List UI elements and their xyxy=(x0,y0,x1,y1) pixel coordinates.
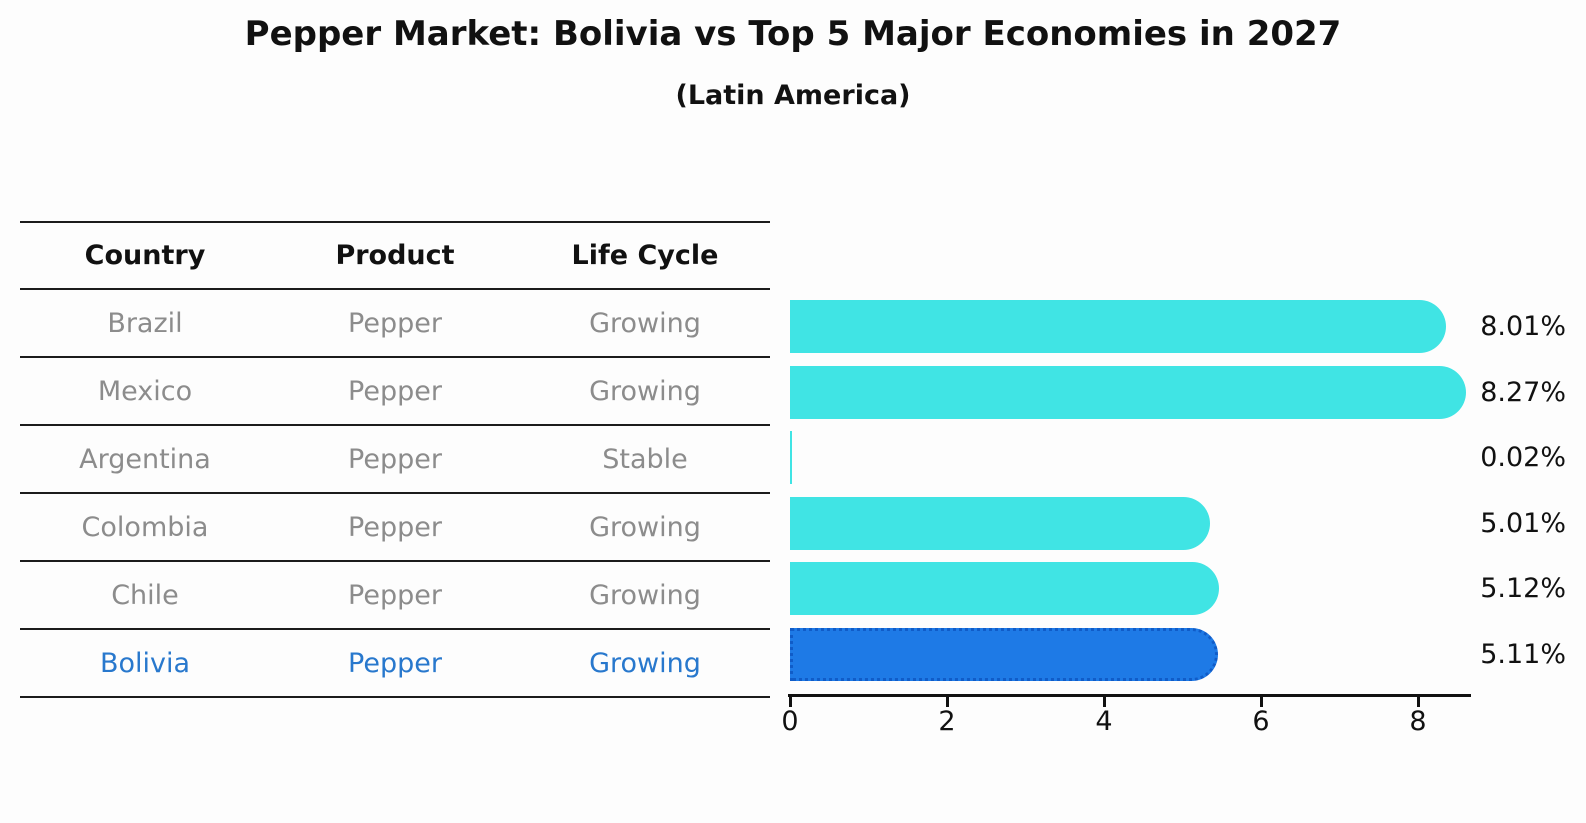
table-row-colombia: Colombia Pepper Growing xyxy=(20,493,770,562)
cell-country: Chile xyxy=(20,561,270,630)
bar-value-label-argentina: 0.02% xyxy=(1480,442,1566,473)
x-axis-line xyxy=(788,694,1471,697)
bar-colombia xyxy=(790,497,1210,550)
bar-value-label-chile: 5.12% xyxy=(1480,573,1566,604)
cell-country: Bolivia xyxy=(20,629,270,698)
cell-product: Pepper xyxy=(270,561,520,630)
cell-product: Pepper xyxy=(270,425,520,494)
table-row-chile: Chile Pepper Growing xyxy=(20,561,770,630)
bar-value-label-brazil: 8.01% xyxy=(1480,311,1566,342)
cell-product: Pepper xyxy=(270,357,520,426)
bar-value-label-colombia: 5.01% xyxy=(1480,508,1566,539)
column-header-product: Product xyxy=(270,221,520,290)
x-axis-tick-mark xyxy=(1103,697,1106,707)
x-axis-tick-mark xyxy=(1260,697,1263,707)
cell-country: Colombia xyxy=(20,493,270,562)
table-row-brazil: Brazil Pepper Growing xyxy=(20,289,770,358)
cell-country: Argentina xyxy=(20,425,270,494)
bar-mexico xyxy=(790,366,1466,419)
cell-life-cycle: Growing xyxy=(520,493,770,562)
x-axis-tick-label: 0 xyxy=(781,706,799,737)
cell-life-cycle: Growing xyxy=(520,357,770,426)
column-header-country: Country xyxy=(20,221,270,290)
chart-subtitle: (Latin America) xyxy=(675,80,911,111)
cell-product: Pepper xyxy=(270,289,520,358)
table-row-mexico: Mexico Pepper Growing xyxy=(20,357,770,426)
cell-country: Mexico xyxy=(20,357,270,426)
x-axis-tick-label: 8 xyxy=(1409,706,1427,737)
cell-life-cycle: Stable xyxy=(520,425,770,494)
bar-value-label-mexico: 8.27% xyxy=(1480,377,1566,408)
bar-chile xyxy=(790,562,1219,615)
bar-argentina xyxy=(790,431,792,484)
cell-life-cycle: Growing xyxy=(520,629,770,698)
table-row-argentina: Argentina Pepper Stable xyxy=(20,425,770,494)
bar-brazil xyxy=(790,300,1446,353)
bar-bolivia xyxy=(790,628,1218,681)
country-table-body: Brazil Pepper Growing Mexico Pepper Growing Ar… xyxy=(20,289,770,698)
x-axis-tick-mark xyxy=(946,697,949,707)
cell-product: Pepper xyxy=(270,629,520,698)
country-table: Country Product Life Cycle Brazil Pepper Gro… xyxy=(20,221,770,698)
x-axis-tick-label: 6 xyxy=(1252,706,1270,737)
x-axis-tick-mark xyxy=(1417,697,1420,707)
cell-life-cycle: Growing xyxy=(520,289,770,358)
country-table-header: Country Product Life Cycle xyxy=(20,221,770,290)
x-axis-tick-label: 4 xyxy=(1095,706,1113,737)
cell-product: Pepper xyxy=(270,493,520,562)
cell-life-cycle: Growing xyxy=(520,561,770,630)
table-row-bolivia: Bolivia Pepper Growing xyxy=(20,629,770,698)
column-header-life-cycle: Life Cycle xyxy=(520,221,770,290)
x-axis-tick-mark xyxy=(789,697,792,707)
table-header-row: Country Product Life Cycle xyxy=(20,221,770,290)
bar-value-label-bolivia: 5.11% xyxy=(1480,639,1566,670)
cell-country: Brazil xyxy=(20,289,270,358)
chart-title: Pepper Market: Bolivia vs Top 5 Major Ec… xyxy=(244,14,1342,54)
x-axis-tick-label: 2 xyxy=(938,706,956,737)
